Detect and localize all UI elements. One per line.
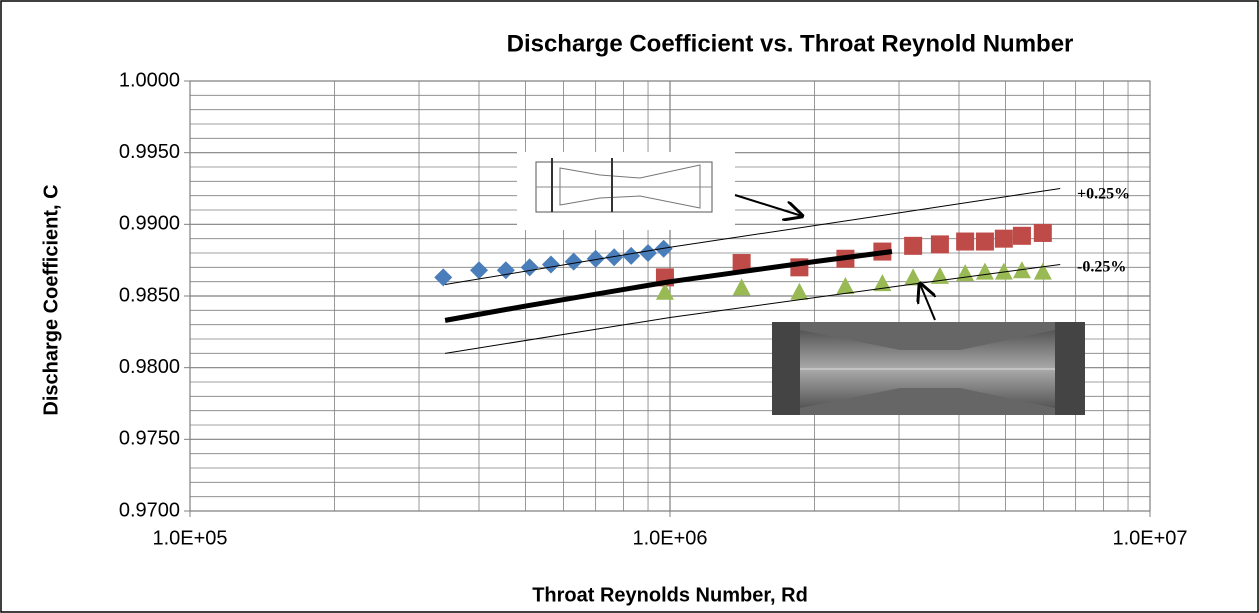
chart-title: Discharge Coefficient vs. Throat Reynold…: [507, 30, 1074, 57]
square-marker: [1034, 224, 1052, 242]
y-tick-label: 0.9900: [119, 213, 180, 235]
square-marker: [995, 230, 1013, 248]
square-marker: [904, 237, 922, 255]
y-axis-label: Discharge Coefficient, C: [40, 184, 62, 415]
x-tick-label: 1.0E+07: [1112, 527, 1187, 549]
annotation: -0.25%: [1077, 259, 1126, 276]
x-tick-label: 1.0E+06: [632, 527, 707, 549]
y-tick-label: 1.0000: [119, 69, 180, 91]
square-marker: [1013, 227, 1031, 245]
x-axis-label: Throat Reynolds Number, Rd: [532, 584, 808, 606]
y-tick-label: 0.9800: [119, 356, 180, 378]
square-marker: [976, 233, 994, 251]
inset-image-top: [517, 152, 735, 230]
y-tick-label: 0.9850: [119, 284, 180, 306]
y-tick-label: 0.9950: [119, 141, 180, 163]
y-tick-label: 0.9750: [119, 428, 180, 450]
square-marker: [956, 233, 974, 251]
y-tick-label: 0.9700: [119, 499, 180, 521]
annotation: +0.25%: [1077, 186, 1130, 203]
chart: Discharge Coefficient vs. Throat Reynold…: [0, 0, 1259, 613]
inset-image-bottom: [772, 322, 1085, 415]
square-marker: [931, 235, 949, 253]
page: {"chart_data": {"type": "scatter", "titl…: [0, 0, 1259, 613]
x-tick-label: 1.0E+05: [152, 527, 227, 549]
